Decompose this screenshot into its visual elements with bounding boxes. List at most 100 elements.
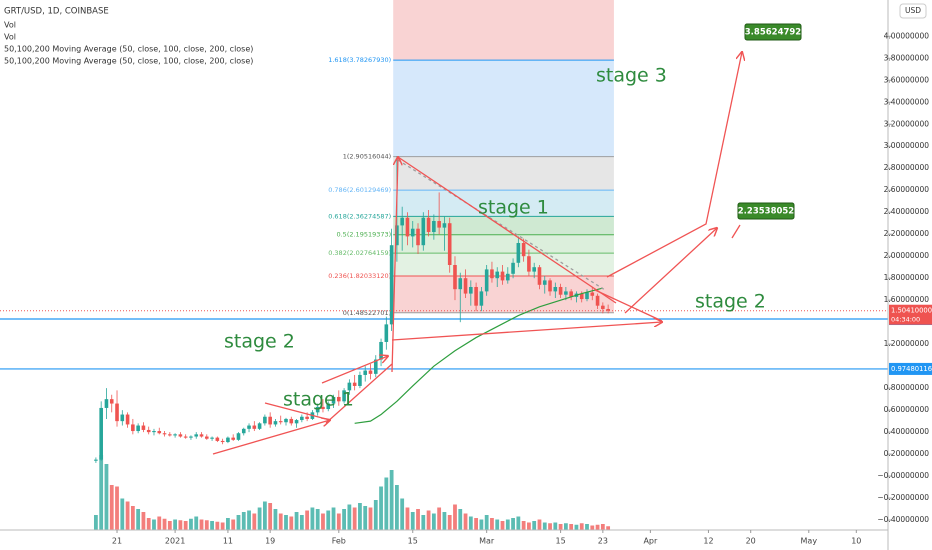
candle-body xyxy=(273,421,278,425)
y-tick-label: 4.00000000 xyxy=(884,31,930,40)
candle-body xyxy=(178,434,183,437)
x-tick-label: 2021 xyxy=(165,537,185,546)
candle-body xyxy=(442,223,447,228)
y-tick-label: 3.60000000 xyxy=(884,75,930,84)
volume-bar xyxy=(305,510,310,530)
candle-body xyxy=(257,423,262,429)
fib-label: 0.5(2.19519373) xyxy=(336,231,391,239)
volume-bar xyxy=(125,501,130,530)
volume-bar xyxy=(410,512,415,530)
candle-body xyxy=(458,278,463,290)
volume-bar xyxy=(104,464,109,530)
candle-body xyxy=(115,403,119,422)
candle-body xyxy=(152,431,156,433)
fib-zone xyxy=(393,60,614,157)
candle-body xyxy=(352,382,357,386)
x-tick-label: 15 xyxy=(408,537,418,546)
volume-bar xyxy=(162,518,167,530)
y-tick-label: 3.00000000 xyxy=(884,141,930,150)
legend-entry: Vol xyxy=(4,33,16,42)
candle-body xyxy=(146,429,151,433)
volume-bar xyxy=(363,506,368,530)
candle-body xyxy=(527,256,531,272)
target-box xyxy=(737,202,795,220)
target-label: 3.85624792 xyxy=(745,28,802,38)
volume-bar xyxy=(474,518,479,530)
y-tick-label: 3.80000000 xyxy=(884,53,930,62)
volume-bar xyxy=(220,522,225,530)
volume-bar xyxy=(315,509,320,530)
candle-body xyxy=(215,437,220,441)
volume-bar xyxy=(405,507,410,530)
candle-body xyxy=(558,286,563,295)
candle-body xyxy=(469,286,473,294)
volume-bar xyxy=(241,512,246,530)
x-tick-label: 11 xyxy=(223,537,233,546)
y-tick-label: −0.00000000 xyxy=(877,471,929,480)
candle-body xyxy=(437,221,441,228)
volume-bar xyxy=(204,520,209,530)
volume-bar xyxy=(553,522,558,530)
target-path xyxy=(606,52,742,278)
candle-body xyxy=(542,280,547,285)
volume-bar xyxy=(463,513,468,530)
y-tick-label: 2.80000000 xyxy=(884,163,930,172)
volume-bar xyxy=(194,516,199,530)
candle-body xyxy=(321,406,325,410)
annotation: stage 2 xyxy=(695,291,766,313)
volume-bar xyxy=(252,513,257,530)
volume-bar xyxy=(284,515,288,530)
price-box xyxy=(889,362,932,375)
candle-body xyxy=(120,414,125,422)
candle-body xyxy=(157,431,162,434)
fib-zone xyxy=(393,234,614,254)
fib-label: 0.786(2.60129469) xyxy=(328,186,391,194)
volume-bar xyxy=(199,519,204,530)
candle-body xyxy=(511,262,515,274)
candle-body xyxy=(337,396,341,402)
volume-bar xyxy=(257,507,262,530)
candle-body xyxy=(410,228,415,237)
x-tick-label: Feb xyxy=(332,537,346,546)
candle-body xyxy=(220,440,225,443)
y-tick-label: 1.60000000 xyxy=(884,295,930,304)
candle-body xyxy=(532,267,536,272)
candle-body xyxy=(373,359,378,374)
currency: USD xyxy=(905,6,921,15)
volume-bar xyxy=(495,519,500,530)
volume-bar xyxy=(273,509,278,530)
target-label: 2.23538052 xyxy=(738,207,795,217)
trend-line xyxy=(321,356,388,384)
candle-body xyxy=(236,433,241,440)
target-path xyxy=(624,228,717,314)
volume-bar xyxy=(490,518,494,530)
x-tick-label: 19 xyxy=(265,537,275,546)
trend-line xyxy=(594,289,663,322)
countdown: 04:34:00 xyxy=(891,316,920,324)
legend-entry: 50,100,200 Moving Average (50, close, 10… xyxy=(4,57,253,66)
candle-body xyxy=(384,324,389,342)
candle-body xyxy=(99,407,103,460)
volume-bar xyxy=(141,512,146,530)
y-tick-label: 2.20000000 xyxy=(884,229,930,238)
y-tick-label: 1.80000000 xyxy=(884,273,930,282)
annotation: stage 2 xyxy=(224,331,295,353)
volume-bar xyxy=(542,522,547,530)
target-box xyxy=(744,23,802,41)
candle-body xyxy=(241,428,246,434)
volume-bar xyxy=(574,524,579,530)
volume-bar xyxy=(93,515,98,530)
target-path xyxy=(731,224,741,239)
candle-body xyxy=(294,420,299,424)
candle-body xyxy=(421,217,426,246)
candle-body xyxy=(453,265,457,290)
annotation: stage 1 xyxy=(478,197,549,219)
y-tick-label: 0.20000000 xyxy=(884,449,930,458)
candle-body xyxy=(268,416,272,425)
candle-body xyxy=(194,434,199,437)
price-box-label: 0.97480116 xyxy=(891,365,932,373)
trend-line xyxy=(391,322,662,341)
volume-bar xyxy=(231,519,236,530)
